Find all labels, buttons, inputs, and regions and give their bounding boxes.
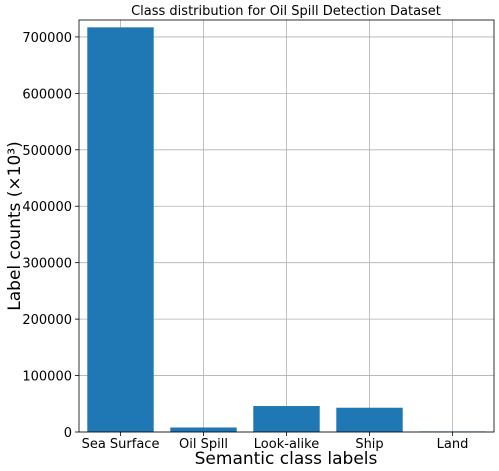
bar-oil-spill xyxy=(170,427,237,432)
y-tick-label: 100000 xyxy=(22,370,72,385)
x-tick-label: Oil Spill xyxy=(179,437,228,452)
bars xyxy=(87,27,486,433)
x-axis-ticks: Sea Surface Oil Spill Look-alike Ship Land xyxy=(82,432,469,452)
y-tick-label: 700000 xyxy=(22,31,72,46)
x-tick-label: Sea Surface xyxy=(82,437,160,452)
y-tick-label: 600000 xyxy=(22,87,72,102)
x-axis-label: Semantic class labels xyxy=(195,449,378,469)
chart-title: Class distribution for Oil Spill Detecti… xyxy=(131,4,441,19)
y-tick-label: 500000 xyxy=(22,144,72,159)
y-tick-label: 300000 xyxy=(22,257,72,272)
bar-look-alike xyxy=(253,406,320,432)
y-axis-ticks: 0 100000 200000 300000 400000 500000 600000 700… xyxy=(22,31,79,441)
y-tick-label: 200000 xyxy=(22,313,72,328)
x-tick-label: Ship xyxy=(355,437,383,452)
x-tick-label: Look-alike xyxy=(254,437,319,452)
y-axis-label: Label counts (×10³) xyxy=(5,141,25,310)
x-tick-label: Land xyxy=(437,437,469,452)
bar-ship xyxy=(336,407,403,432)
bar-sea-surface xyxy=(87,27,154,433)
y-tick-label: 400000 xyxy=(22,200,72,215)
y-tick-label: 0 xyxy=(64,426,72,441)
